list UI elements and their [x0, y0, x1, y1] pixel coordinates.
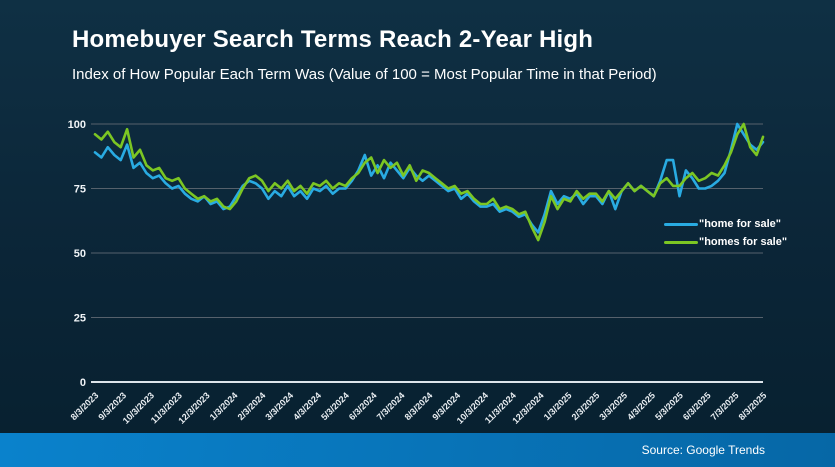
x-axis-tick-label: 6/3/2025: [681, 390, 713, 422]
x-axis-tick-label: 2/3/2024: [236, 390, 268, 422]
x-axis-tick-label: 7/3/2024: [375, 390, 407, 422]
y-axis-tick-label: 25: [74, 313, 86, 325]
x-axis-tick-label: 3/3/2025: [597, 390, 629, 422]
x-axis-tick-label: 1/3/2024: [208, 390, 240, 422]
x-axis-tick-label: 8/3/2023: [69, 390, 101, 422]
series-line-0: [93, 122, 765, 234]
x-axis-tick-label: 4/3/2025: [625, 390, 657, 422]
footer-bar: Source: Google Trends: [0, 433, 835, 467]
y-axis-tick-label: 100: [68, 119, 86, 131]
legend-item-homes-for-sale: "homes for sale": [664, 233, 787, 251]
legend-item-home-for-sale: "home for sale": [664, 215, 787, 233]
chart-legend: "home for sale" "homes for sale": [664, 215, 787, 251]
x-axis-tick-label: 4/3/2024: [291, 390, 323, 422]
legend-label: "home for sale": [699, 218, 781, 230]
page-title: Homebuyer Search Terms Reach 2-Year High: [72, 26, 594, 53]
y-axis-tick-label: 50: [74, 248, 86, 260]
x-axis-tick-label: 1/3/2025: [542, 390, 574, 422]
y-axis-tick-label: 0: [80, 377, 86, 389]
x-axis-tick-label: 2/3/2025: [570, 390, 602, 422]
x-axis-tick-label: 7/3/2025: [709, 390, 741, 422]
y-axis-tick-label: 75: [74, 184, 86, 196]
page-subtitle: Index of How Popular Each Term Was (Valu…: [72, 66, 657, 83]
x-axis-tick-label: 8/3/2025: [737, 390, 769, 422]
x-axis-tick-label: 6/3/2024: [347, 390, 379, 422]
legend-swatch-green: [664, 240, 698, 244]
x-axis-tick-label: 5/3/2025: [653, 390, 685, 422]
source-label: Source: Google Trends: [641, 443, 765, 457]
x-axis-tick-label: 3/3/2024: [263, 390, 295, 422]
legend-label: "homes for sale": [699, 236, 788, 248]
series-line-1: [93, 122, 765, 242]
legend-swatch-blue: [664, 222, 698, 226]
x-axis-tick-label: 5/3/2024: [319, 390, 351, 422]
x-axis-tick-label: 8/3/2024: [403, 390, 435, 422]
